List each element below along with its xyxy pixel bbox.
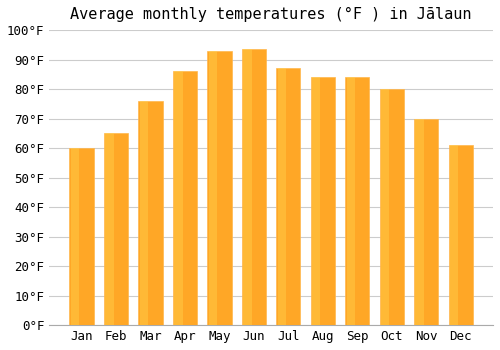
Bar (414, 119, 438, 325)
Bar (278, 69, 286, 325)
Bar (70, 148, 79, 325)
Title: Average monthly temperatures (°F ) in Jālaun: Average monthly temperatures (°F ) in Jā… (70, 7, 472, 22)
Bar (450, 145, 458, 325)
Bar (174, 71, 182, 325)
Bar (104, 133, 128, 325)
Bar (311, 77, 335, 325)
Bar (173, 71, 197, 325)
Bar (448, 145, 473, 325)
Bar (208, 51, 232, 325)
Bar (416, 119, 424, 325)
Bar (242, 49, 266, 325)
Bar (105, 133, 114, 325)
Bar (140, 101, 148, 325)
Bar (243, 49, 252, 325)
Bar (381, 89, 390, 325)
Bar (380, 89, 404, 325)
Bar (70, 148, 94, 325)
Bar (346, 77, 370, 325)
Bar (138, 101, 162, 325)
Bar (346, 77, 355, 325)
Bar (276, 69, 300, 325)
Bar (312, 77, 320, 325)
Bar (208, 51, 217, 325)
